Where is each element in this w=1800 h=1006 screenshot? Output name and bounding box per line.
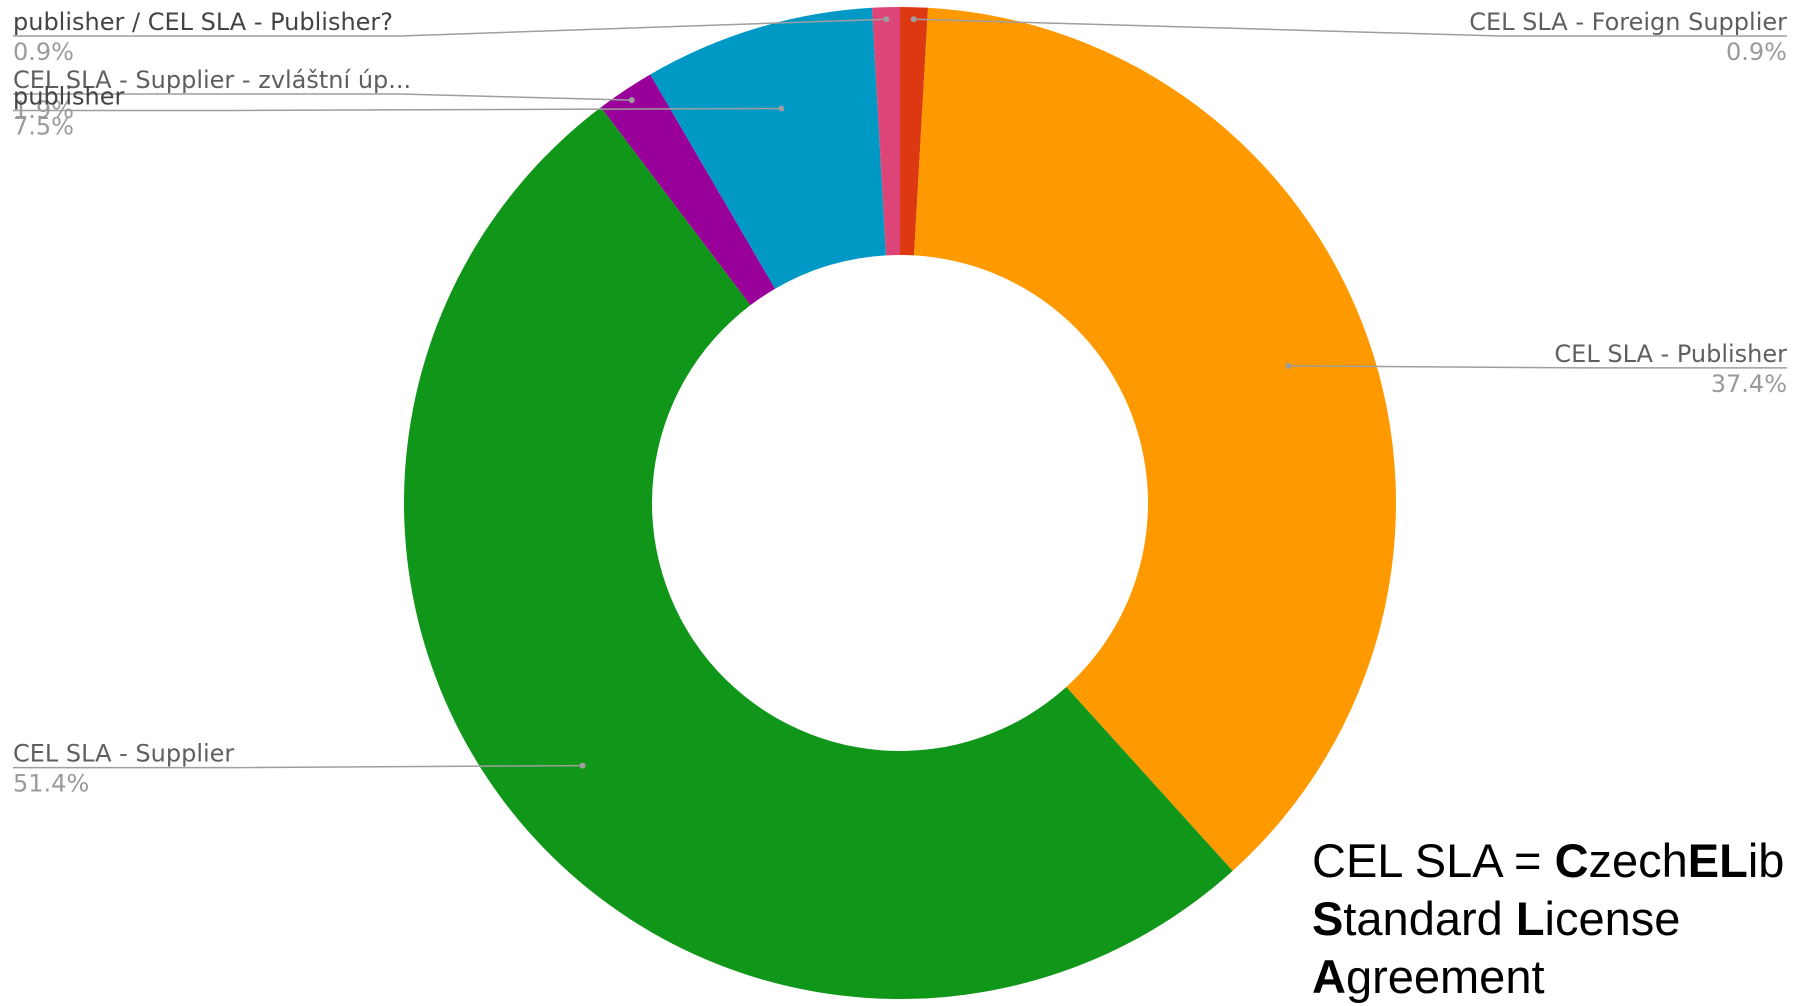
footnote-text: ib: [1747, 834, 1785, 887]
leader-dot: [778, 105, 785, 112]
slice-name-label: publisher / CEL SLA - Publisher?: [13, 8, 393, 36]
slice-name-label: CEL SLA - Supplier - zvláštní úp...: [13, 66, 411, 94]
leader-line: [1288, 365, 1787, 369]
footnote-text: CEL SLA =: [1312, 834, 1555, 887]
slice-cel-sla-supplier-zvl-tn-p: [600, 74, 776, 306]
footnote-text: icense: [1544, 892, 1681, 945]
footnote-line-1: CEL SLA = CzechELib: [1312, 832, 1784, 890]
leader-line: [13, 107, 782, 112]
footnote-bold-letter: A: [1312, 950, 1346, 1003]
slice-publisher-cel-sla-publisher: [871, 7, 900, 256]
leader-line: [913, 18, 1787, 37]
slice-percent-label: 51.4%: [13, 770, 89, 798]
slice-cel-sla-publisher: [914, 7, 1396, 871]
footnote-line-3: Agreement: [1312, 948, 1784, 1006]
slice-name-label: CEL SLA - Publisher: [1554, 340, 1787, 368]
slice-name-label: CEL SLA - Foreign Supplier: [1469, 8, 1787, 36]
footnote-text: tandard: [1343, 892, 1516, 945]
footnote-bold-letter: S: [1312, 892, 1344, 945]
slice-cel-sla-foreign-supplier: [900, 7, 929, 256]
abbreviation-footnote: CEL SLA = CzechELib Standard License Agr…: [1312, 832, 1784, 1006]
leader-dot: [579, 762, 586, 769]
leader-line: [13, 764, 583, 769]
slice-cel-sla-supplier: [403, 107, 1233, 1000]
slice-name-label: CEL SLA - Supplier: [13, 740, 234, 768]
slice-percent-label: 7.5%: [13, 112, 74, 140]
slice-name-label: publisher: [13, 82, 124, 110]
footnote-line-2: Standard License: [1312, 890, 1784, 948]
leader-dot: [883, 16, 890, 23]
slice-label-publisher-cel-sla-publisher: publisher / CEL SLA - Publisher?0.9%: [13, 8, 890, 66]
leader-dot: [1285, 362, 1292, 369]
slice-label-cel-sla-supplier-zvl-tn-p: CEL SLA - Supplier - zvláštní úp...1.9%: [13, 66, 635, 124]
leader-line: [13, 18, 887, 37]
leader-line: [13, 93, 632, 101]
slice-percent-label: 0.9%: [13, 38, 74, 66]
footnote-text: zech: [1588, 834, 1688, 887]
leader-dot: [910, 16, 917, 23]
slice-percent-label: 0.9%: [1726, 38, 1787, 66]
footnote-bold-letter: C: [1554, 834, 1589, 887]
footnote-bold-letter: L: [1515, 892, 1545, 945]
footnote-bold-letter: EL: [1687, 834, 1748, 887]
leader-dot: [628, 97, 635, 104]
slice-percent-label: 37.4%: [1711, 370, 1787, 398]
footnote-text: greement: [1345, 950, 1545, 1003]
slice-publisher: [650, 7, 886, 289]
